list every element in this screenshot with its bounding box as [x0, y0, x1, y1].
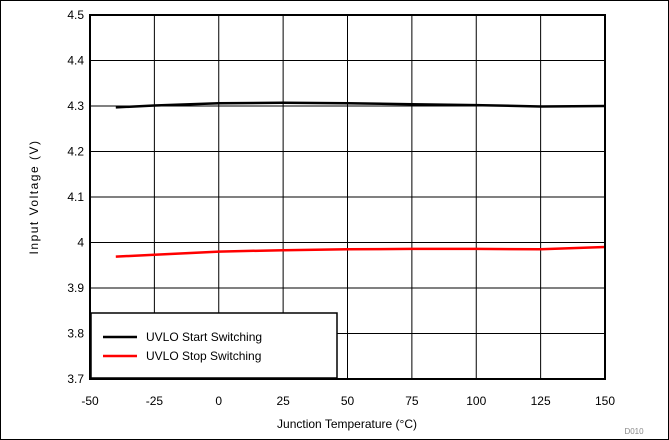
legend-box	[90, 312, 338, 379]
series-line-uvlo-stop	[115, 245, 606, 258]
x-tick-label: 150	[595, 394, 615, 408]
y-tick-label: 4.3	[67, 99, 84, 113]
x-tick-labels: -50 -25 0 25 50 75 100 125 150	[81, 394, 615, 408]
y-tick-label: 4.2	[67, 145, 84, 159]
legend-label-stop: UVLO Stop Switching	[146, 349, 261, 363]
x-tick-label: 0	[215, 394, 222, 408]
figure-code: D010	[624, 427, 644, 436]
y-tick-labels: 3.7 3.8 3.9 4 4.1 4.2 4.3 4.4 4.5	[67, 8, 84, 386]
x-tick-label: 50	[341, 394, 355, 408]
x-tick-label: -25	[146, 394, 164, 408]
y-axis-label: Input Voltage (V)	[27, 140, 41, 255]
x-tick-label: -50	[81, 394, 99, 408]
x-tick-label: 25	[276, 394, 290, 408]
legend: UVLO Start Switching UVLO Stop Switching	[90, 312, 338, 379]
y-tick-label: 3.9	[67, 281, 84, 295]
x-axis-label: Junction Temperature (°C)	[277, 417, 417, 431]
plot-area-border	[89, 14, 606, 380]
y-tick-label: 3.7	[67, 372, 84, 386]
y-tick-label: 3.8	[67, 327, 84, 341]
x-tick-label: 75	[405, 394, 419, 408]
series-lines	[115, 101, 606, 258]
y-tick-label: 4.1	[67, 190, 84, 204]
x-tick-label: 125	[531, 394, 551, 408]
series-line-uvlo-start	[115, 101, 606, 109]
y-tick-label: 4	[77, 236, 84, 250]
legend-label-start: UVLO Start Switching	[146, 330, 262, 344]
y-tick-label: 4.5	[67, 8, 84, 22]
x-tick-label: 100	[466, 394, 486, 408]
y-tick-label: 4.4	[67, 54, 84, 68]
